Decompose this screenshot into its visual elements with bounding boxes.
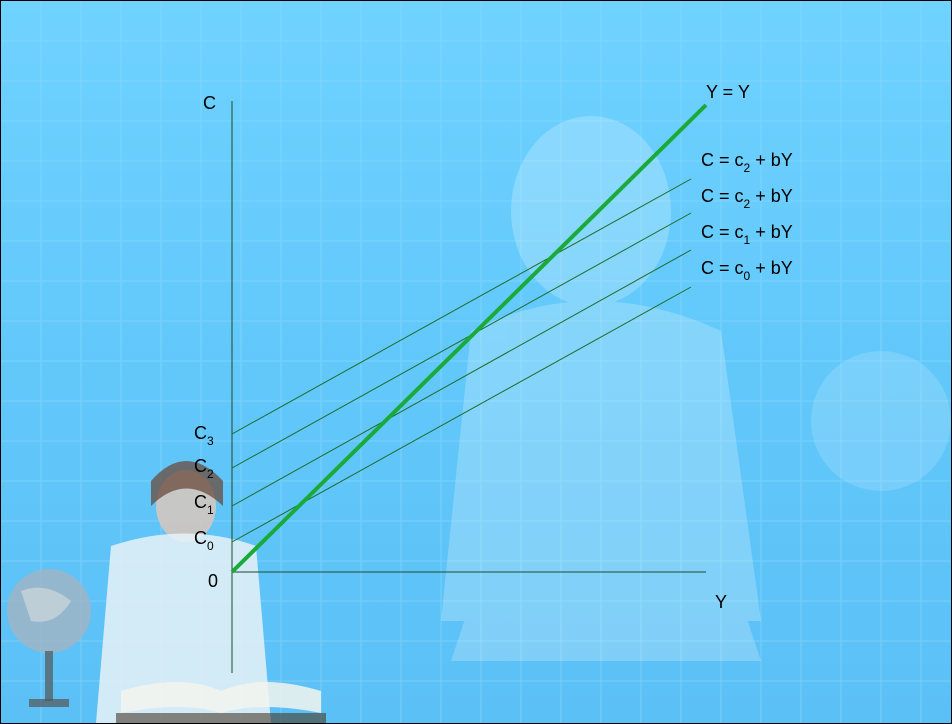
y-axis-label: C <box>203 93 216 113</box>
consumption-line-c2 <box>231 212 692 469</box>
equation-label-line-1: C = c2 + bY <box>701 150 793 175</box>
guide-line-label: Y = Y <box>706 82 750 102</box>
consumption-line-c0 <box>231 286 692 543</box>
equation-label-line-4: C = c0 + bY <box>701 258 793 283</box>
x-axis-label: Y <box>715 592 727 612</box>
equation-label-line-2: C = c2 + bY <box>701 186 793 211</box>
book-icon <box>116 682 326 723</box>
guide-line-45-degree <box>230 103 708 574</box>
equation-label-line-3: C = c1 + bY <box>701 222 793 247</box>
woman-figure-icon <box>96 461 271 723</box>
intercept-label-c3: C3 <box>194 423 214 448</box>
globe-icon <box>7 569 91 707</box>
origin-label: 0 <box>208 571 218 591</box>
intercept-label-c2: C2 <box>194 456 214 481</box>
consumption-line-c3 <box>231 178 692 435</box>
intercept-label-c0: C0 <box>194 528 214 553</box>
consumption-line-c1 <box>231 249 692 507</box>
intercept-label-c1: C1 <box>194 492 214 517</box>
